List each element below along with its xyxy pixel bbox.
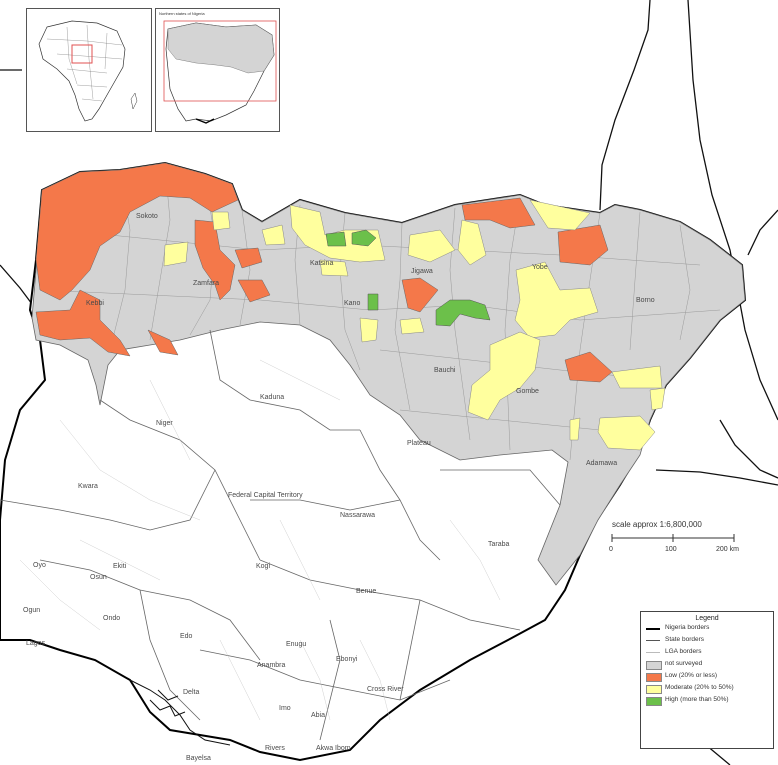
label-zamfara: Zamfara <box>193 280 219 287</box>
label-adamawa: Adamawa <box>586 460 617 467</box>
label-kano: Kano <box>344 300 360 307</box>
label-osun: Osun <box>90 574 107 581</box>
label-taraba: Taraba <box>488 541 509 548</box>
legend-symbol <box>646 673 662 682</box>
scale-tick-200: 200 km <box>716 546 739 553</box>
africa-outline <box>27 9 151 131</box>
legend-label: not surveyed <box>665 660 702 667</box>
label-fct: Federal Capital Territory <box>228 492 303 499</box>
label-katsina: Katsina <box>310 260 333 267</box>
legend-symbol <box>646 661 662 670</box>
legend-title: Legend <box>641 615 773 622</box>
label-sokoto: Sokoto <box>136 213 158 220</box>
label-akwa-ibom: Akwa Ibom <box>316 745 351 752</box>
label-cross-river: Cross River <box>367 686 404 693</box>
legend-item: Nigeria borders <box>641 622 773 634</box>
label-ebonyi: Ebonyi <box>336 656 357 663</box>
legend-item: Low (20% or less) <box>641 670 773 682</box>
label-anambra: Anambra <box>257 662 285 669</box>
scale-title: scale approx 1:6,800,000 <box>612 520 702 529</box>
inset-title: Northern states of Nigeria <box>159 11 205 16</box>
label-kaduna: Kaduna <box>260 394 284 401</box>
legend-symbol <box>646 697 662 706</box>
label-benue: Benue <box>356 588 376 595</box>
label-ekiti: Ekiti <box>113 563 126 570</box>
label-kebbi: Kebbi <box>86 300 104 307</box>
map-legend: Legend Nigeria borders State borders LGA b… <box>640 611 774 749</box>
legend-item: High (more than 50%) <box>641 694 773 706</box>
legend-symbol <box>646 652 660 653</box>
label-kwara: Kwara <box>78 483 98 490</box>
scale-tick-100: 100 <box>665 546 677 553</box>
label-niger: Niger <box>156 420 173 427</box>
label-kogi: Kogi <box>256 563 270 570</box>
label-borno: Borno <box>636 297 655 304</box>
label-abia: Abia <box>311 712 325 719</box>
legend-label: LGA borders <box>665 648 702 655</box>
label-gombe: Gombe <box>516 388 539 395</box>
label-nassarawa: Nassarawa <box>340 512 375 519</box>
label-enugu: Enugu <box>286 641 306 648</box>
legend-label: State borders <box>665 636 704 643</box>
legend-label: Moderate (20% to 50%) <box>665 684 734 691</box>
legend-item: not surveyed <box>641 658 773 670</box>
legend-symbol <box>646 640 660 641</box>
scale-tick-0: 0 <box>609 546 613 553</box>
label-ondo: Ondo <box>103 615 120 622</box>
nigeria-mini-map <box>156 9 279 131</box>
legend-label: High (more than 50%) <box>665 696 729 703</box>
legend-item: State borders <box>641 634 773 646</box>
legend-items: Nigeria borders State borders LGA borders n… <box>641 622 773 706</box>
legend-item: Moderate (20% to 50%) <box>641 682 773 694</box>
legend-symbol <box>646 628 660 630</box>
legend-label: Nigeria borders <box>665 624 709 631</box>
legend-label: Low (20% or less) <box>665 672 717 679</box>
inset-africa-map <box>26 8 152 132</box>
legend-item: LGA borders <box>641 646 773 658</box>
label-bauchi: Bauchi <box>434 367 455 374</box>
label-edo: Edo <box>180 633 192 640</box>
label-rivers: Rivers <box>265 745 285 752</box>
label-imo: Imo <box>279 705 291 712</box>
label-bayelsa: Bayelsa <box>186 755 211 762</box>
label-jigawa: Jigawa <box>411 268 433 275</box>
label-oyo: Oyo <box>33 562 46 569</box>
label-yobe: Yobe <box>532 264 548 271</box>
label-plateau: Plateau <box>407 440 431 447</box>
inset-northern-states: Northern states of Nigeria <box>155 8 280 132</box>
scale-bar <box>612 534 734 542</box>
label-ogun: Ogun <box>23 607 40 614</box>
label-delta: Delta <box>183 689 199 696</box>
label-lagos: Lagos <box>26 640 45 647</box>
legend-symbol <box>646 685 662 694</box>
